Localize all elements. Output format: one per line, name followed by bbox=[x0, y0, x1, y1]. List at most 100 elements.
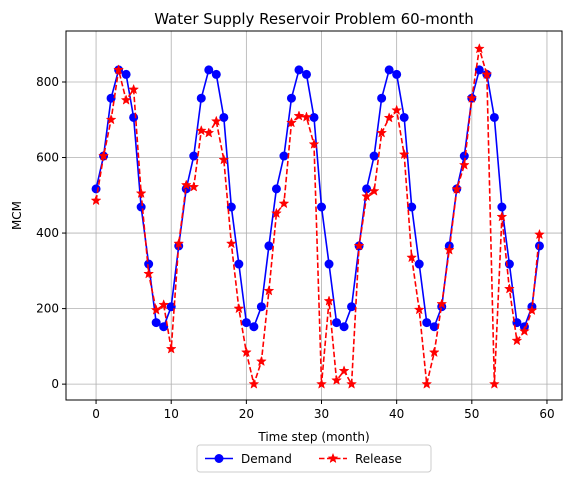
release-point bbox=[301, 111, 312, 122]
release-point bbox=[270, 207, 282, 219]
demand-point bbox=[211, 69, 221, 79]
demand-point bbox=[189, 151, 199, 161]
x-tick-label: 50 bbox=[464, 407, 479, 421]
demand-point bbox=[422, 318, 432, 328]
x-tick-label: 0 bbox=[92, 407, 100, 421]
release-point bbox=[90, 194, 102, 206]
demand-point bbox=[166, 302, 176, 312]
demand-point bbox=[347, 302, 357, 312]
demand-point bbox=[271, 184, 281, 194]
demand-point bbox=[196, 93, 206, 103]
x-axis-label: Time step (month) bbox=[257, 430, 369, 444]
release-point bbox=[473, 43, 485, 54]
release-point bbox=[135, 187, 147, 199]
legend-release-marker bbox=[327, 452, 339, 464]
release-point bbox=[338, 365, 350, 376]
release-point bbox=[406, 251, 418, 263]
demand-point bbox=[392, 69, 402, 79]
demand-point bbox=[474, 65, 484, 75]
release-point bbox=[218, 154, 230, 165]
demand-point bbox=[534, 241, 544, 251]
release-point bbox=[278, 197, 290, 209]
demand-series bbox=[91, 65, 544, 332]
release-point bbox=[225, 237, 237, 249]
demand-point bbox=[489, 112, 499, 122]
x-tick-label: 20 bbox=[239, 407, 254, 421]
release-point bbox=[248, 378, 260, 389]
chart-title: Water Supply Reservoir Problem 60-month bbox=[154, 10, 474, 28]
release-point bbox=[286, 117, 297, 128]
release-point bbox=[240, 346, 252, 358]
release-point bbox=[496, 211, 508, 222]
release-point bbox=[165, 343, 177, 354]
release-point bbox=[368, 185, 380, 196]
release-point bbox=[210, 115, 222, 126]
release-point bbox=[398, 148, 410, 160]
demand-point bbox=[204, 65, 214, 75]
release-point bbox=[383, 112, 395, 123]
demand-point bbox=[294, 65, 304, 75]
release-point bbox=[466, 92, 478, 103]
release-point bbox=[428, 346, 440, 358]
release-series bbox=[90, 43, 545, 389]
x-tick-label: 60 bbox=[539, 407, 554, 421]
legend-box bbox=[196, 444, 432, 473]
y-tick-label: 200 bbox=[36, 302, 59, 316]
x-tick-label: 30 bbox=[314, 407, 329, 421]
release-point bbox=[451, 183, 463, 194]
demand-point bbox=[309, 112, 319, 122]
release-point bbox=[481, 68, 493, 80]
release-point bbox=[443, 244, 455, 255]
release-point bbox=[308, 138, 320, 149]
release-point bbox=[503, 283, 515, 294]
x-tick-label: 10 bbox=[164, 407, 179, 421]
release-point bbox=[353, 240, 365, 251]
release-point bbox=[316, 378, 327, 389]
y-tick-label: 0 bbox=[51, 377, 59, 391]
x-tick-label: 40 bbox=[389, 407, 404, 421]
release-point bbox=[150, 304, 162, 315]
release-point bbox=[188, 181, 200, 192]
demand-point bbox=[339, 322, 349, 332]
series-layer bbox=[90, 43, 545, 389]
release-point bbox=[180, 179, 192, 190]
demand-point bbox=[159, 322, 169, 332]
release-point bbox=[511, 334, 523, 346]
demand-point bbox=[399, 112, 409, 122]
y-tick-label: 600 bbox=[36, 151, 59, 165]
demand-point bbox=[121, 69, 131, 79]
release-point bbox=[233, 302, 245, 314]
release-point bbox=[128, 83, 140, 95]
release-point bbox=[255, 355, 267, 367]
demand-point bbox=[279, 151, 289, 161]
release-point bbox=[346, 378, 358, 389]
demand-point bbox=[324, 259, 334, 269]
release-point bbox=[195, 124, 207, 136]
y-tick-label: 800 bbox=[36, 75, 59, 89]
release-point bbox=[263, 285, 275, 296]
demand-point bbox=[301, 69, 311, 79]
demand-point bbox=[317, 202, 327, 212]
release-point bbox=[158, 299, 170, 310]
demand-point bbox=[286, 93, 296, 103]
release-point bbox=[203, 127, 215, 138]
release-point bbox=[488, 378, 500, 389]
release-point bbox=[98, 150, 110, 161]
demand-point bbox=[429, 322, 439, 332]
demand-point bbox=[151, 318, 161, 328]
release-point bbox=[391, 104, 403, 115]
release-point bbox=[113, 64, 125, 75]
release-point bbox=[526, 304, 538, 316]
legend-release-label: Release bbox=[355, 452, 402, 466]
release-point bbox=[534, 228, 545, 240]
release-point bbox=[458, 159, 470, 170]
release-point bbox=[361, 190, 373, 202]
demand-point bbox=[256, 302, 266, 312]
release-point bbox=[331, 374, 342, 385]
release-point bbox=[436, 298, 448, 309]
demand-point bbox=[497, 202, 507, 212]
release-point bbox=[173, 237, 185, 249]
legend-demand-marker bbox=[214, 454, 224, 463]
